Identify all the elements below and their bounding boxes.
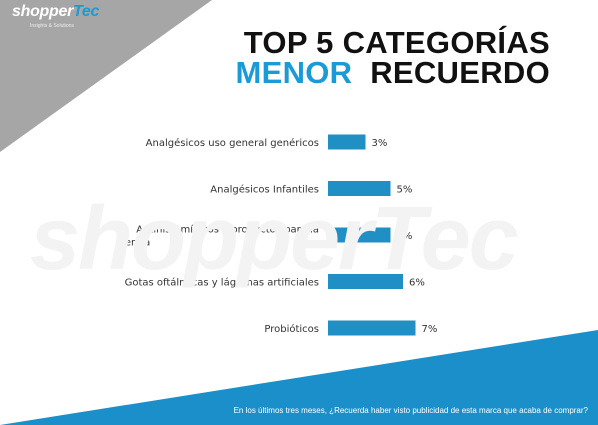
logo-part-shopper: shopper [12, 3, 74, 20]
value-label: 5% [397, 231, 413, 242]
watermark: shopperTec [30, 189, 519, 289]
title-line-1: TOP 5 CATEGORÍAS [243, 25, 550, 60]
category-label: Analgésicos uso general genéricos [146, 137, 319, 149]
category-label: Antihistamínicos y productos para la [136, 224, 319, 236]
bar [328, 320, 416, 336]
category-label: Probióticos [264, 323, 319, 335]
category-label: Gotas oftálmicas y lágrimas artificiales [125, 277, 319, 289]
bar [328, 181, 391, 196]
logo-part-tec: Tec [73, 3, 100, 20]
value-label: 3% [372, 138, 388, 149]
bar [328, 227, 391, 243]
value-label: 6% [409, 278, 425, 289]
category-label: alergia [116, 238, 150, 249]
corner-triangle [0, 0, 212, 152]
bar-chart: 3% Analgésicos uso general genéricos 5% Ana… [116, 134, 438, 336]
footer-question: En los últimos tres meses, ¿Recuerda hab… [233, 406, 588, 415]
logo: shopperTec [12, 3, 99, 21]
category-label: Analgésicos Infantiles [210, 184, 319, 196]
bottom-band [0, 330, 598, 425]
title-rest: RECUERDO [370, 55, 550, 90]
value-label: 5% [397, 185, 413, 196]
bar [328, 134, 366, 150]
title-line-2: MENOR RECUERDO [235, 57, 550, 89]
value-label: 7% [422, 324, 438, 335]
bar [328, 274, 403, 289]
logo-tagline: Insights & Solutions [30, 23, 74, 29]
title-accent-word: MENOR [235, 55, 353, 90]
